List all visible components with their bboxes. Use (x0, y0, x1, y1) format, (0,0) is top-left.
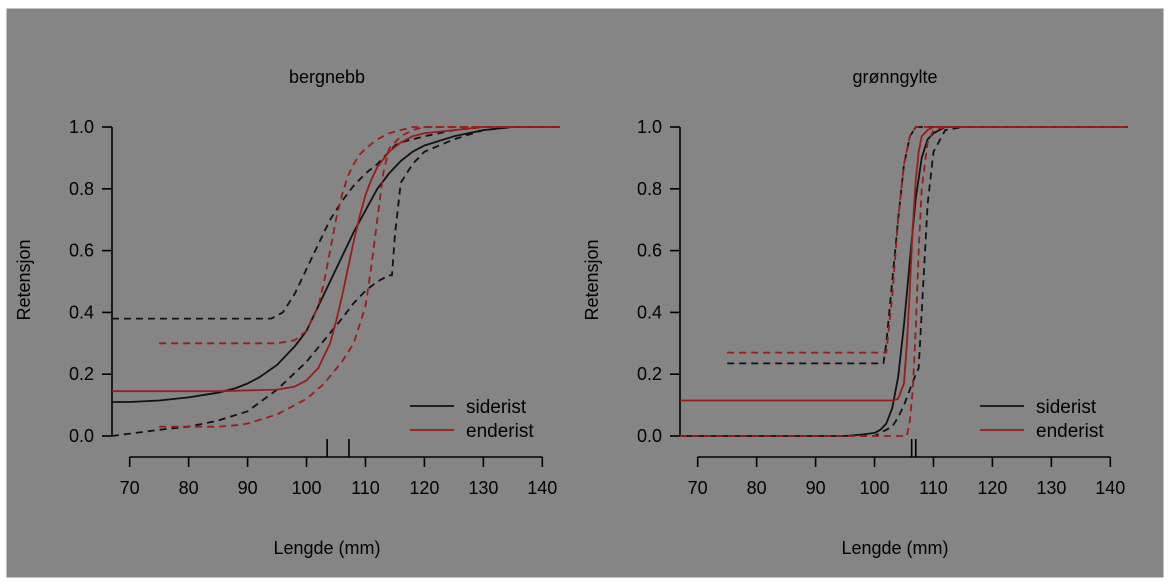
y-tick-label: 0.8 (69, 179, 94, 199)
panel-gronngylte: grønngylte Lengde (mm) Retensjon 70 80 90 1… (582, 67, 1128, 558)
x-tick-label: 130 (1036, 478, 1066, 498)
y-tick-label: 0.0 (637, 426, 662, 446)
y-tick-label: 0.0 (69, 426, 94, 446)
legend-label-siderist: siderist (466, 397, 527, 418)
x-tick-label: 100 (292, 478, 322, 498)
siderist-ci-dashed-line (112, 126, 560, 320)
enderist-solid-line (112, 126, 560, 393)
y-tick-label: 0.4 (69, 302, 94, 322)
y-axis-label: Retensjon (14, 239, 34, 320)
panel-title: bergnebb (289, 67, 365, 87)
x-axis-label: Lengde (mm) (273, 538, 380, 558)
y-tick-label: 0.4 (637, 302, 662, 322)
y-axis-label: Retensjon (582, 239, 602, 320)
x-tick-label: 80 (747, 478, 767, 498)
x-tick-label: 90 (238, 478, 258, 498)
plot-area (111, 126, 560, 437)
x-tick-label: 110 (919, 478, 948, 498)
x-tick-label: 140 (527, 478, 557, 498)
x-tick-label: 130 (468, 478, 498, 498)
y-tick-label: 0.8 (637, 179, 662, 199)
x-axis-label: Lengde (mm) (841, 538, 948, 558)
x-tick-label: 70 (688, 478, 708, 498)
legend: siderist enderist (410, 397, 534, 442)
axes: 70 80 90 100 110 120 130 140 0.0 0.2 0.4 0.6 0.8 1.0 (69, 117, 557, 498)
x-tick-label: 70 (120, 478, 140, 498)
y-tick-label: 0.2 (637, 364, 662, 384)
enderist-ci-dashed-line (680, 126, 1128, 437)
x-tick-label: 140 (1095, 478, 1125, 498)
enderist-ci-dashed-line (727, 126, 1128, 354)
siderist-ci-dashed-line (680, 126, 1128, 437)
enderist-ci-dashed-line (159, 126, 560, 345)
y-tick-label: 1.0 (637, 117, 662, 137)
x-tick-label: 80 (179, 478, 199, 498)
y-tick-label: 0.6 (69, 241, 94, 261)
x-tick-label: 90 (806, 478, 826, 498)
figure-background (5, 7, 1165, 579)
x-tick-label: 120 (409, 478, 439, 498)
y-tick-label: 1.0 (69, 117, 94, 137)
panel-bergnebb: bergnebb Lengde (mm) Retensjon 70 80 90 100… (14, 67, 560, 558)
panel-title: grønngylte (852, 67, 937, 87)
x-tick-label: 120 (977, 478, 1007, 498)
axes: 70 80 90 100 110 120 130 140 0.0 0.2 0.4 0.6 0.8 1.0 (637, 117, 1125, 498)
legend: siderist enderist (980, 397, 1104, 442)
legend-label-enderist: enderist (1036, 421, 1104, 442)
y-tick-label: 0.6 (637, 241, 662, 261)
plot-area (680, 126, 1128, 437)
enderist-ci-dashed-line (159, 126, 560, 428)
x-tick-label: 100 (860, 478, 890, 498)
x-tick-label: 110 (351, 478, 380, 498)
legend-label-enderist: enderist (466, 421, 534, 442)
y-tick-label: 0.2 (69, 364, 94, 384)
legend-label-siderist: siderist (1036, 397, 1097, 418)
